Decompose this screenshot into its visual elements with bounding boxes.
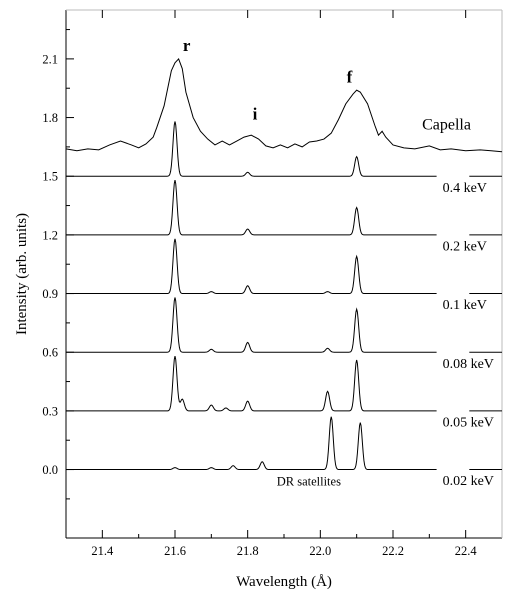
series-line-0-1-kev (66, 238, 437, 295)
annotation-dr-satellites: DR satellites (277, 474, 341, 488)
series-label-0-05-kev: 0.05 keV (443, 416, 494, 431)
series-label-0-1-kev: 0.1 keV (443, 298, 487, 313)
series-label-0-02-kev: 0.02 keV (443, 474, 494, 489)
y-tick-label: 2.1 (42, 52, 58, 66)
series-line-0-4-kev (66, 121, 437, 177)
series-label-0-08-kev: 0.08 keV (443, 357, 494, 372)
series-label-capella: Capella (422, 116, 471, 133)
series-layer (65, 57, 503, 471)
series-line-0-2-kev (66, 180, 437, 236)
y-tick-label: 0.9 (42, 287, 58, 301)
y-tick-label: 1.8 (42, 111, 58, 125)
series-label-0-2-kev: 0.2 keV (443, 240, 487, 255)
label-layer: Capella 0.4 keV 0.2 keV 0.1 keV 0.08 keV 0.05… (183, 36, 494, 489)
y-tick-label: 0.0 (42, 463, 58, 477)
y-tick-label: 0.6 (42, 346, 58, 360)
y-tick-label: 1.2 (42, 228, 58, 242)
x-axis-title: Wavelength (Å) (236, 574, 332, 590)
line-label-f: f (347, 67, 353, 86)
series-line-0-08-kev (66, 297, 437, 353)
x-tick-label: 22.0 (309, 544, 331, 558)
y-tick-label: 1.5 (42, 170, 58, 184)
line-label-r: r (183, 36, 191, 55)
plot-frame-layer: 21.4 21.6 21.8 22.0 22.2 22.4 0.0 0.3 0.6 0.9 1.2 1… (42, 9, 503, 558)
x-tick-label: 21.8 (237, 544, 259, 558)
series-label-0-4-kev: 0.4 keV (443, 181, 487, 196)
x-tick-label: 21.4 (91, 544, 114, 558)
y-axis-title: Intensity (arb. units) (14, 213, 30, 335)
series-line-capella (65, 57, 503, 153)
x-tick-label: 21.6 (164, 544, 186, 558)
x-tick-label: 22.4 (455, 544, 478, 558)
series-line-0-05-kev (66, 356, 437, 412)
series-line-0-02-kev (66, 416, 437, 471)
y-tick-label: 0.3 (42, 404, 58, 418)
line-label-i: i (253, 105, 258, 124)
x-tick-label: 22.2 (382, 544, 404, 558)
